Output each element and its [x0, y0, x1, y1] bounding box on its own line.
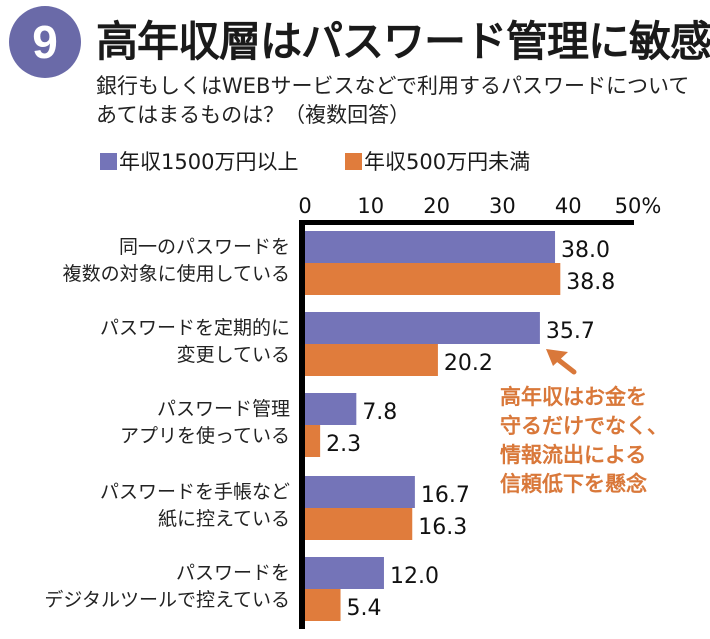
subtitle-line-2: あてはまるものは？（複数回答） [96, 103, 411, 127]
bar-series1 [305, 312, 540, 344]
category-label: パスワードを手帳など紙に控えている [100, 479, 290, 533]
x-tick-label: 10 [357, 194, 384, 218]
legend-item-series1: 年収1500万円以上 [100, 146, 298, 176]
category-label-line: 変更している [176, 344, 290, 366]
bar-value-label: 16.3 [418, 515, 467, 540]
bar-value-label: 16.7 [421, 483, 470, 508]
category-label-line: パスワードを [175, 562, 290, 584]
legend-label-series2: 年収500万円未満 [364, 150, 531, 174]
bar-series2 [305, 589, 341, 621]
x-tick-label: 20 [423, 194, 450, 218]
annotation-line: 守るだけでなく、 [500, 414, 668, 438]
annotation-text: 高年収はお金を 守るだけでなく、 情報流出による 信頼低下を懸念 [500, 383, 668, 499]
subtitle-line-1: 銀行もしくはWEBサービスなどで利用するパスワードについて [96, 74, 690, 98]
y-axis-line [299, 220, 305, 629]
bar-series1 [305, 476, 415, 508]
bar-series2 [305, 508, 413, 540]
annotation-line: 信頼低下を懸念 [500, 472, 647, 496]
x-tick-label: 40 [555, 194, 582, 218]
chart-title: 高年収層はパスワード管理に敏感 [96, 17, 710, 66]
category-label: 同一のパスワードを複数の対象に使用している [63, 234, 290, 288]
legend-swatch-series1 [100, 152, 117, 170]
bar-value-label: 2.3 [326, 432, 361, 457]
bar-value-label: 12.0 [390, 564, 439, 589]
category-label-line: デジタルツールで控えている [44, 589, 290, 611]
annotation-line: 情報流出による [500, 443, 647, 467]
category-label-line: 同一のパスワードを [118, 236, 290, 258]
x-tick-label: 50% [615, 194, 662, 218]
legend-swatch-series2 [345, 152, 362, 170]
bar-series1 [305, 231, 556, 263]
x-tick-label: 0 [298, 194, 311, 218]
annotation-line: 高年収はお金を [500, 385, 647, 409]
category-label-line: パスワードを定期的に [99, 317, 290, 339]
bar-value-label: 35.7 [546, 319, 595, 344]
bar-value-label: 7.8 [362, 400, 397, 425]
x-axis-line [299, 220, 634, 225]
category-label-line: 紙に控えている [157, 508, 290, 530]
bar-series2 [305, 344, 438, 376]
x-tick-label: 30 [489, 194, 516, 218]
legend-label-series1: 年収1500万円以上 [119, 150, 299, 174]
arrow-head-icon [546, 349, 568, 366]
legend-item-series2: 年収500万円未満 [345, 146, 530, 176]
category-label: パスワード管理アプリを使っている [120, 396, 290, 450]
category-label: パスワードをデジタルツールで控えている [44, 560, 290, 614]
bar-value-label: 38.0 [561, 238, 610, 263]
category-label-line: パスワード管理 [156, 398, 290, 420]
category-label: パスワードを定期的に変更している [100, 315, 290, 369]
category-label-line: パスワードを手帳など [99, 481, 290, 503]
chart-number-badge: 9 [9, 6, 81, 78]
bar-value-label: 20.2 [444, 351, 493, 376]
bar-series2 [305, 425, 321, 457]
category-label-line: アプリを使っている [119, 425, 290, 447]
category-label-line: 複数の対象に使用している [62, 263, 290, 285]
bar-value-label: 38.8 [566, 270, 615, 295]
bar-value-label: 5.4 [347, 596, 382, 621]
chart-subtitle: 銀行もしくはWEBサービスなどで利用するパスワードについて あてはまるものは？（… [96, 72, 689, 130]
bar-series1 [305, 393, 357, 425]
bar-series2 [305, 263, 561, 295]
bar-series1 [305, 557, 384, 589]
